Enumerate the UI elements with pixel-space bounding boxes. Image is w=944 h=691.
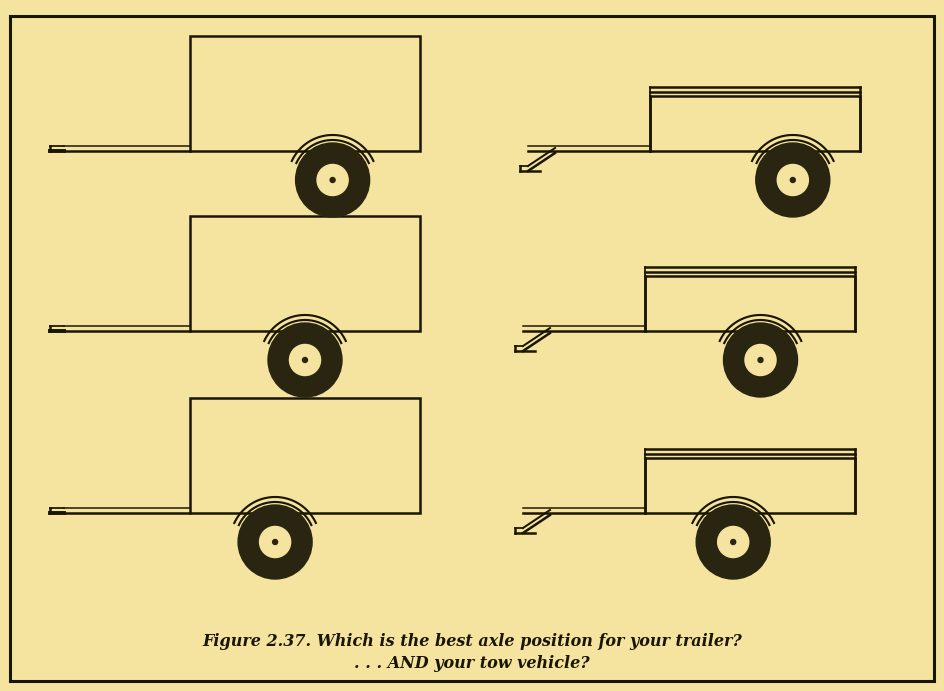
Bar <box>645 458 855 513</box>
Circle shape <box>723 323 798 397</box>
Circle shape <box>260 527 291 558</box>
Text: Figure 2.37. Which is the best axle position for your trailer?: Figure 2.37. Which is the best axle posi… <box>202 632 742 650</box>
Circle shape <box>295 143 370 217</box>
Circle shape <box>317 164 348 196</box>
Circle shape <box>758 357 763 363</box>
Bar <box>190 216 420 331</box>
Circle shape <box>290 344 321 375</box>
Bar <box>650 96 860 151</box>
Text: . . . AND your tow vehicle?: . . . AND your tow vehicle? <box>354 654 590 672</box>
Circle shape <box>745 344 776 375</box>
Circle shape <box>717 527 749 558</box>
Circle shape <box>330 178 335 182</box>
Circle shape <box>777 164 808 196</box>
Bar <box>190 398 420 513</box>
Circle shape <box>302 357 308 363</box>
Circle shape <box>756 143 830 217</box>
Circle shape <box>268 323 342 397</box>
Bar <box>645 276 855 331</box>
Circle shape <box>697 505 770 579</box>
Circle shape <box>238 505 312 579</box>
Circle shape <box>731 540 735 545</box>
Circle shape <box>790 178 795 182</box>
Circle shape <box>273 540 278 545</box>
Bar <box>190 36 420 151</box>
